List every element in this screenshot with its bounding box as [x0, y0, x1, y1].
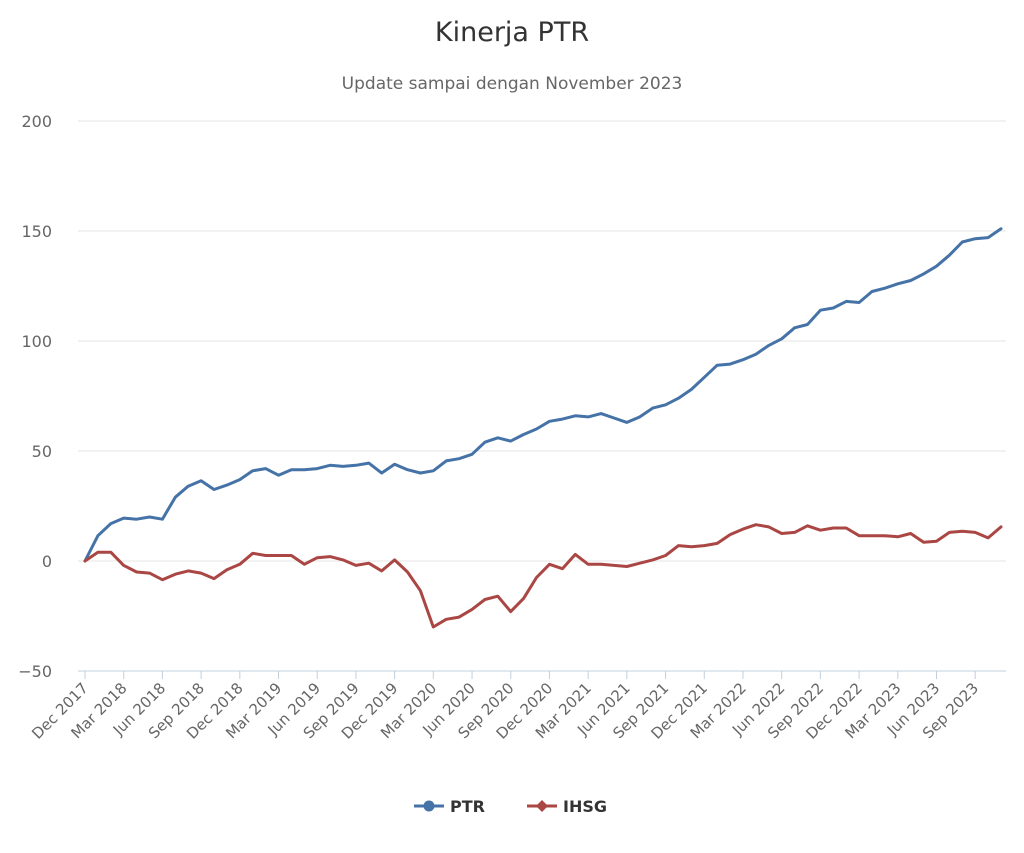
y-tick-label: 50: [32, 442, 52, 461]
y-tick-label: 100: [21, 332, 52, 351]
chart-title: Kinerja PTR: [435, 17, 589, 48]
legend-label: PTR: [450, 797, 485, 816]
legend-circle-marker: [423, 800, 435, 812]
series-line-ihsg: [83, 523, 1003, 629]
y-tick-label: 200: [21, 112, 52, 131]
y-tick-label: 150: [21, 222, 52, 241]
y-axis-labels: −50 0 50 100 150 200: [18, 112, 52, 681]
y-tick-label: −50: [18, 662, 52, 681]
series-lines: [83, 227, 1003, 629]
chart-subtitle: Update sampai dengan November 2023: [342, 74, 683, 94]
y-tick-label: 0: [42, 552, 52, 571]
series-line-ptr: [83, 227, 1003, 563]
legend-diamond-marker: [536, 800, 548, 812]
legend: PTR IHSG: [414, 797, 607, 816]
legend-item-ihsg[interactable]: IHSG: [527, 797, 607, 816]
gridlines: [78, 120, 1006, 672]
legend-label: IHSG: [563, 797, 607, 816]
legend-item-ptr[interactable]: PTR: [414, 797, 485, 816]
